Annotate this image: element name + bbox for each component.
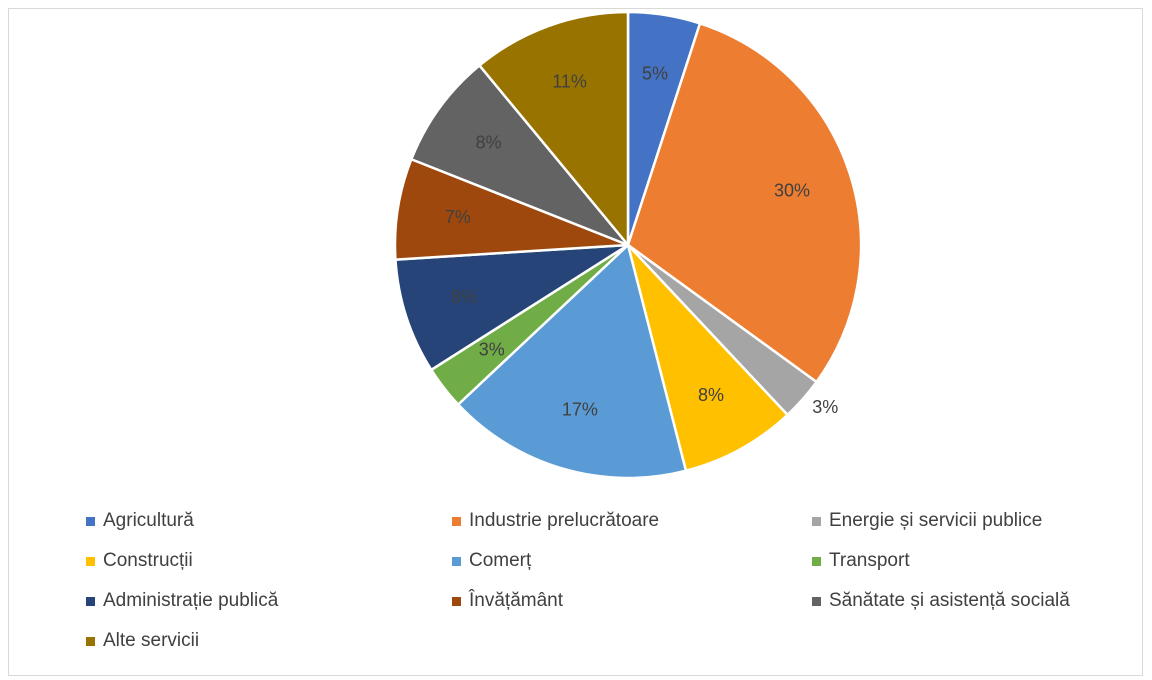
legend-label: Învățământ bbox=[469, 590, 563, 611]
pie-slice-7 bbox=[393, 157, 629, 261]
slice-data-label-1: 30% bbox=[774, 180, 810, 200]
legend-swatch bbox=[452, 556, 461, 566]
legend-item-energie: Energie și servicii publice bbox=[812, 510, 1042, 532]
legend-swatch bbox=[812, 596, 821, 606]
legend-swatch bbox=[86, 596, 95, 606]
pie-slice-9 bbox=[477, 10, 630, 249]
pie-slice-4 bbox=[456, 242, 688, 480]
legend-swatch bbox=[452, 516, 461, 526]
pie-slice-8 bbox=[409, 63, 629, 247]
legend-item-comert: Comerț bbox=[452, 550, 531, 572]
legend-item-alte-servicii: Alte servicii bbox=[86, 630, 199, 652]
legend-label: Agricultură bbox=[103, 510, 194, 531]
legend-item-administratie: Administrație publică bbox=[86, 590, 278, 612]
legend-item-agricultura: Agricultură bbox=[86, 510, 194, 532]
slice-data-label-4: 17% bbox=[562, 399, 598, 419]
slice-data-label-8: 8% bbox=[476, 132, 502, 152]
legend-label: Administrație publică bbox=[103, 590, 279, 611]
pie-slice-6 bbox=[394, 243, 629, 372]
legend-label: Alte servicii bbox=[103, 630, 200, 651]
slice-data-label-5: 3% bbox=[479, 339, 505, 359]
legend-label: Energie și servicii publice bbox=[829, 510, 1043, 531]
legend-label: Sănătate și asistență socială bbox=[829, 590, 1070, 611]
legend-item-transport: Transport bbox=[812, 550, 910, 572]
pie-chart: 5% 30% 3% 8% 17% 3% 8% 7% 8% 11% bbox=[393, 10, 863, 480]
legend-swatch bbox=[86, 636, 95, 646]
legend-label: Transport bbox=[829, 550, 910, 571]
legend-item-invatamant: Învățământ bbox=[452, 590, 563, 612]
legend-item-sanatate: Sănătate și asistență socială bbox=[812, 590, 1070, 612]
legend-item-constructii: Construcții bbox=[86, 550, 193, 572]
legend-label: Construcții bbox=[103, 550, 193, 571]
slice-data-label-7: 7% bbox=[445, 207, 471, 227]
legend-swatch bbox=[86, 556, 95, 566]
slice-data-label-6: 8% bbox=[451, 287, 477, 307]
pie-slice-1 bbox=[626, 21, 863, 384]
legend-item-industrie: Industrie prelucrătoare bbox=[452, 510, 659, 532]
legend-swatch bbox=[452, 596, 461, 606]
legend-swatch bbox=[86, 516, 95, 526]
legend-label: Industrie prelucrătoare bbox=[469, 510, 660, 531]
legend-swatch bbox=[812, 516, 821, 526]
pie-slice-3 bbox=[626, 244, 790, 473]
legend-label: Comerț bbox=[469, 550, 532, 571]
slice-data-label-3: 8% bbox=[698, 385, 724, 405]
legend-swatch bbox=[812, 556, 821, 566]
slice-data-label-2: 3% bbox=[812, 397, 838, 417]
slice-data-label-9: 11% bbox=[552, 72, 587, 92]
slice-data-label-0: 5% bbox=[642, 63, 668, 83]
